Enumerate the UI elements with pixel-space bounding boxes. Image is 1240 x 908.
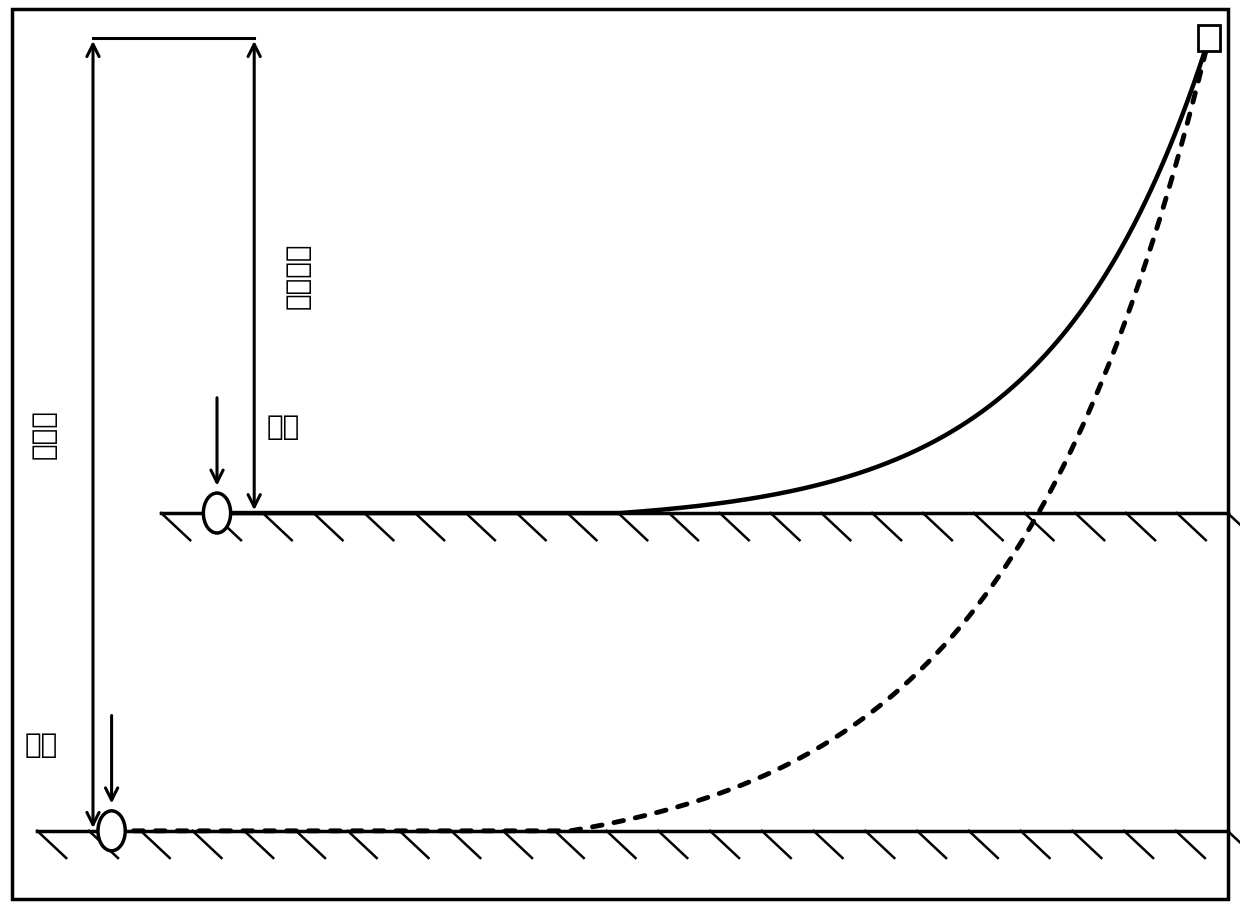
Text: 全水深: 全水深: [30, 410, 57, 459]
Text: 锁点: 锁点: [25, 731, 58, 758]
Ellipse shape: [98, 811, 125, 851]
Text: 锁点: 锁点: [267, 413, 300, 440]
Ellipse shape: [203, 493, 231, 533]
Bar: [1198, 25, 1220, 51]
Text: 截断水深: 截断水深: [284, 242, 311, 309]
